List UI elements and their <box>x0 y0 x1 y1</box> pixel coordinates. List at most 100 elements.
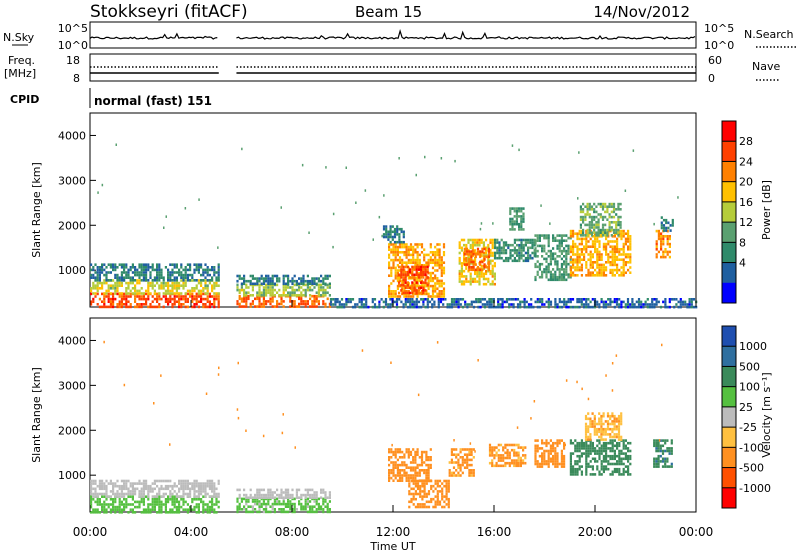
power-cell <box>123 297 126 301</box>
power-cell <box>276 302 279 306</box>
power-cell <box>478 269 481 273</box>
power-cell <box>606 231 609 234</box>
power-cell <box>120 279 123 282</box>
velocity-cell <box>627 467 630 471</box>
power-cell <box>563 278 566 282</box>
power-cell <box>522 207 525 210</box>
velocity-cell <box>92 479 95 483</box>
power-cell <box>236 286 239 289</box>
velocity-cell <box>593 417 596 421</box>
velocity-cell <box>291 493 294 497</box>
power-cell <box>217 295 220 298</box>
power-cell <box>401 279 404 283</box>
power-cell <box>400 268 403 271</box>
velocity-cell <box>208 505 211 509</box>
power-cell <box>138 276 141 279</box>
power-cell <box>662 226 666 230</box>
velocity-cell <box>613 414 616 418</box>
power-cell <box>431 261 435 264</box>
power-cell <box>238 294 241 298</box>
power-cell <box>391 230 394 234</box>
velocity-cell <box>142 511 145 514</box>
velocity-cell <box>594 457 597 461</box>
power-cell <box>662 255 665 259</box>
velocity-cell <box>627 473 630 476</box>
power-cell <box>287 274 290 278</box>
velocity-cell <box>171 500 174 504</box>
power-cell <box>463 254 466 257</box>
power-cell <box>567 275 570 279</box>
velocity-cell <box>605 447 608 450</box>
power-cell <box>585 263 588 267</box>
power-cell <box>158 305 161 309</box>
power-cell <box>622 271 625 274</box>
power-cell <box>565 265 568 269</box>
power-cell <box>300 291 303 294</box>
power-cell <box>627 245 630 248</box>
freq-left-label-1: Freq. <box>8 54 35 67</box>
power-cell <box>543 257 546 261</box>
power-cell <box>578 232 581 235</box>
power-cell <box>572 250 575 254</box>
velocity-cell <box>430 497 433 501</box>
power-cell <box>611 255 614 259</box>
power-cell <box>402 303 405 306</box>
power-cell <box>116 292 119 296</box>
power-cell <box>569 268 572 272</box>
power-cell <box>217 303 220 306</box>
power-cell <box>387 233 390 236</box>
power-cell <box>389 225 392 228</box>
power-cell <box>560 273 563 276</box>
power-cell <box>511 225 514 229</box>
power-cell <box>317 288 320 292</box>
power-cell <box>524 243 527 247</box>
power-cell <box>425 284 428 288</box>
velocity-cell <box>175 498 178 501</box>
power-cell <box>586 213 589 216</box>
power-cell <box>438 290 441 293</box>
power-cell <box>629 242 632 246</box>
power-cell <box>478 272 481 276</box>
velocity-cell <box>653 441 656 445</box>
velocity-cell <box>618 462 621 466</box>
velocity-cell <box>470 458 473 462</box>
power-cell <box>688 303 691 306</box>
velocity-cell <box>420 461 424 464</box>
velocity-cell <box>504 461 507 465</box>
velocity-cell <box>534 457 537 461</box>
power-cell <box>258 283 261 287</box>
velocity-cell <box>547 454 550 458</box>
power-cell <box>675 303 678 306</box>
power-cell <box>415 289 418 292</box>
power-cell <box>195 295 198 298</box>
power-cell <box>251 294 254 297</box>
velocity-cell <box>598 439 601 442</box>
velocity-cell <box>613 417 616 421</box>
power-cell <box>438 256 441 259</box>
power-cell <box>414 282 417 285</box>
power-cell <box>129 266 132 269</box>
power-cell <box>594 248 597 251</box>
power-cell <box>595 221 598 224</box>
power-cell <box>123 295 126 298</box>
power-cell <box>107 289 110 293</box>
power-cell <box>186 263 189 266</box>
power-cell <box>543 249 546 253</box>
velocity-cell <box>425 471 428 475</box>
power-cell <box>458 262 461 265</box>
power-cell <box>476 247 480 251</box>
power-cell <box>156 305 159 309</box>
power-cell <box>602 242 605 246</box>
power-cell <box>200 300 203 303</box>
power-cell <box>415 298 418 301</box>
power-cell <box>578 300 581 304</box>
power-cell <box>459 303 462 306</box>
velocity-cell <box>273 508 276 511</box>
power-cell <box>376 305 379 309</box>
power-cell <box>549 273 552 276</box>
power-cell <box>493 282 496 286</box>
power-cell <box>384 298 388 301</box>
power-cell <box>289 286 292 289</box>
power-cell <box>332 303 335 306</box>
power-cell <box>420 276 423 279</box>
